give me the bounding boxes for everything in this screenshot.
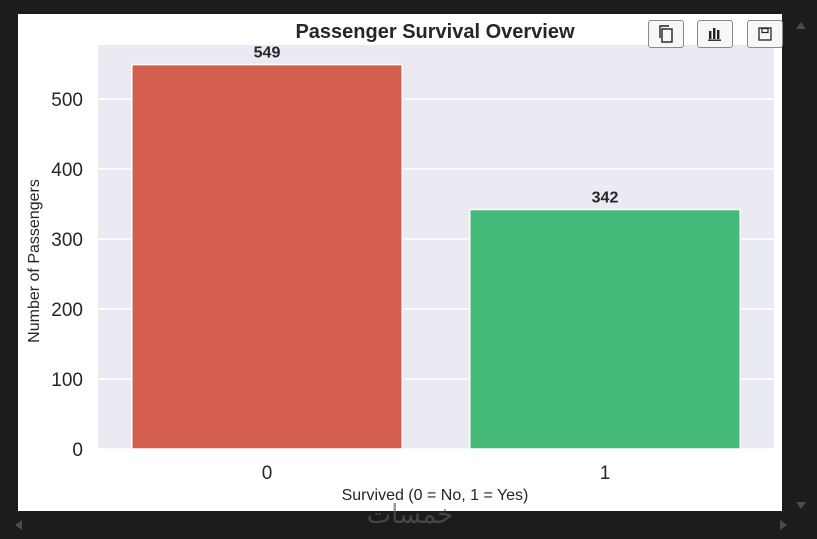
y-axis-label: Number of Passengers: [26, 179, 43, 343]
y-tick-label: 100: [51, 370, 83, 391]
y-tick-label: 400: [51, 160, 83, 181]
y-tick-label: 300: [51, 230, 83, 251]
bar-1: [469, 208, 741, 450]
data-labels: 549 342: [254, 45, 619, 207]
bar-chart-icon: [708, 28, 721, 41]
data-label: 549: [254, 45, 281, 62]
save-icon: [758, 27, 772, 41]
y-tick-label: 0: [72, 440, 83, 461]
x-tick-label: 0: [262, 463, 273, 484]
bars: [131, 63, 741, 450]
bar-0: [131, 63, 403, 450]
y-tick-label: 200: [51, 300, 83, 321]
x-tick-label: 1: [600, 463, 611, 484]
copy-icon: [659, 25, 673, 43]
chart-button[interactable]: [697, 20, 733, 48]
x-axis-label: Survived (0 = No, 1 = Yes): [342, 487, 529, 504]
save-button[interactable]: [747, 20, 783, 48]
scroll-down-arrow[interactable]: [796, 502, 806, 509]
chart-title: Passenger Survival Overview: [295, 21, 574, 43]
watermark-text: خمسات: [366, 500, 454, 530]
scroll-up-arrow[interactable]: [796, 22, 806, 29]
scroll-left-arrow[interactable]: [15, 520, 22, 530]
copy-button[interactable]: [648, 20, 684, 48]
y-tick-label: 500: [51, 90, 83, 111]
y-axis-ticks: 0 100 200 300 400 500: [51, 90, 83, 461]
data-label: 342: [592, 190, 619, 207]
scroll-right-arrow[interactable]: [780, 520, 787, 530]
